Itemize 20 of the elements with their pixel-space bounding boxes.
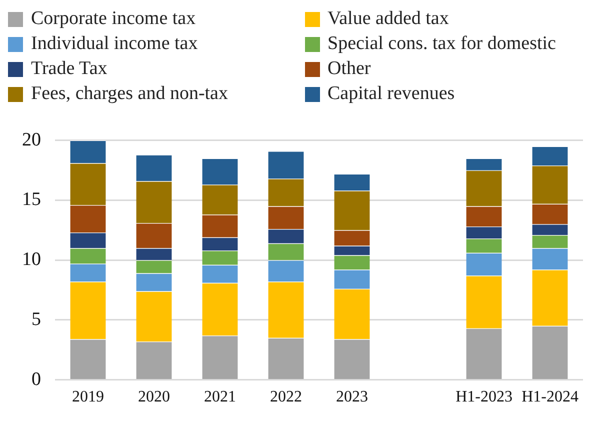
y-tick-label: 0 — [32, 368, 41, 390]
x-tick-label: 2019 — [72, 388, 104, 406]
legend-label: Value added tax — [328, 8, 449, 30]
y-tick-label: 5 — [32, 308, 41, 330]
x-tick-label: H1-2024 — [522, 388, 578, 406]
legend-label: Trade Tax — [31, 58, 108, 80]
x-tick-label: H1-2023 — [456, 388, 512, 406]
legend-label: Capital revenues — [328, 83, 455, 105]
legend-label: Special cons. tax for domestic — [328, 33, 556, 55]
y-tick-label: 15 — [22, 189, 41, 210]
y-tick-label: 10 — [22, 249, 41, 270]
x-tick-label: 2022 — [270, 388, 302, 406]
legend-label: Corporate income tax — [31, 8, 196, 30]
legend-label: Fees, charges and non-tax — [31, 83, 228, 105]
legend-label: Other — [328, 58, 371, 80]
y-tick-label: 20 — [22, 129, 41, 150]
x-tick-label: 2020 — [138, 388, 170, 406]
x-tick-label: 2021 — [204, 388, 236, 406]
legend-label: Individual income tax — [31, 33, 198, 55]
x-tick-label: 2023 — [336, 388, 368, 406]
